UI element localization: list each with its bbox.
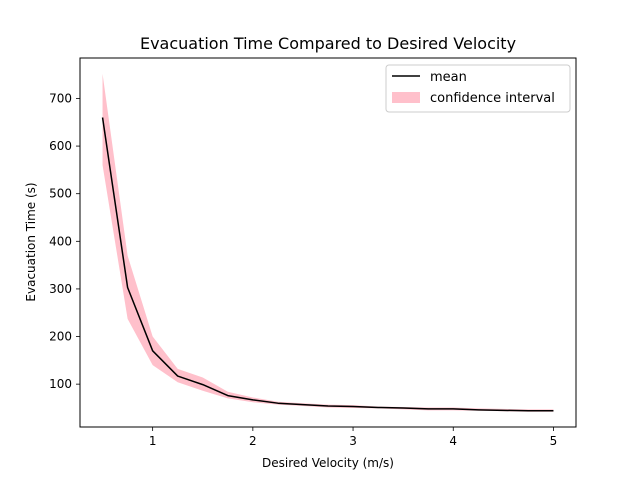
- y-tick-label: 100: [49, 377, 72, 391]
- x-tick-label: 5: [550, 434, 558, 448]
- y-tick-label: 700: [49, 91, 72, 105]
- y-tick-label: 500: [49, 187, 72, 201]
- legend-mean-label: mean: [430, 70, 467, 85]
- x-tick-label: 2: [249, 434, 257, 448]
- x-tick-label: 1: [149, 434, 157, 448]
- axis-ticks: 1 2 3 4 5 100 200 300 400 500 600 700: [49, 91, 557, 448]
- x-tick-label: 3: [349, 434, 357, 448]
- chart-title: Evacuation Time Compared to Desired Velo…: [140, 34, 516, 53]
- plot-area: [101, 73, 554, 412]
- x-axis-label: Desired Velocity (m/s): [262, 456, 394, 470]
- y-tick-label: 200: [49, 330, 72, 344]
- y-tick-label: 400: [49, 234, 72, 248]
- legend-box: [385, 64, 571, 113]
- legend-confidence-swatch: [392, 92, 420, 103]
- plot-frame: [79, 57, 577, 428]
- legend: mean confidence interval: [385, 64, 571, 113]
- y-tick-label: 300: [49, 282, 72, 296]
- x-tick-label: 4: [449, 434, 457, 448]
- series-line-mean: [101, 117, 554, 412]
- y-axis-label: Evacuation Time (s): [24, 182, 38, 301]
- legend-confidence-label: confidence interval: [430, 91, 555, 106]
- y-tick-label: 600: [49, 139, 72, 153]
